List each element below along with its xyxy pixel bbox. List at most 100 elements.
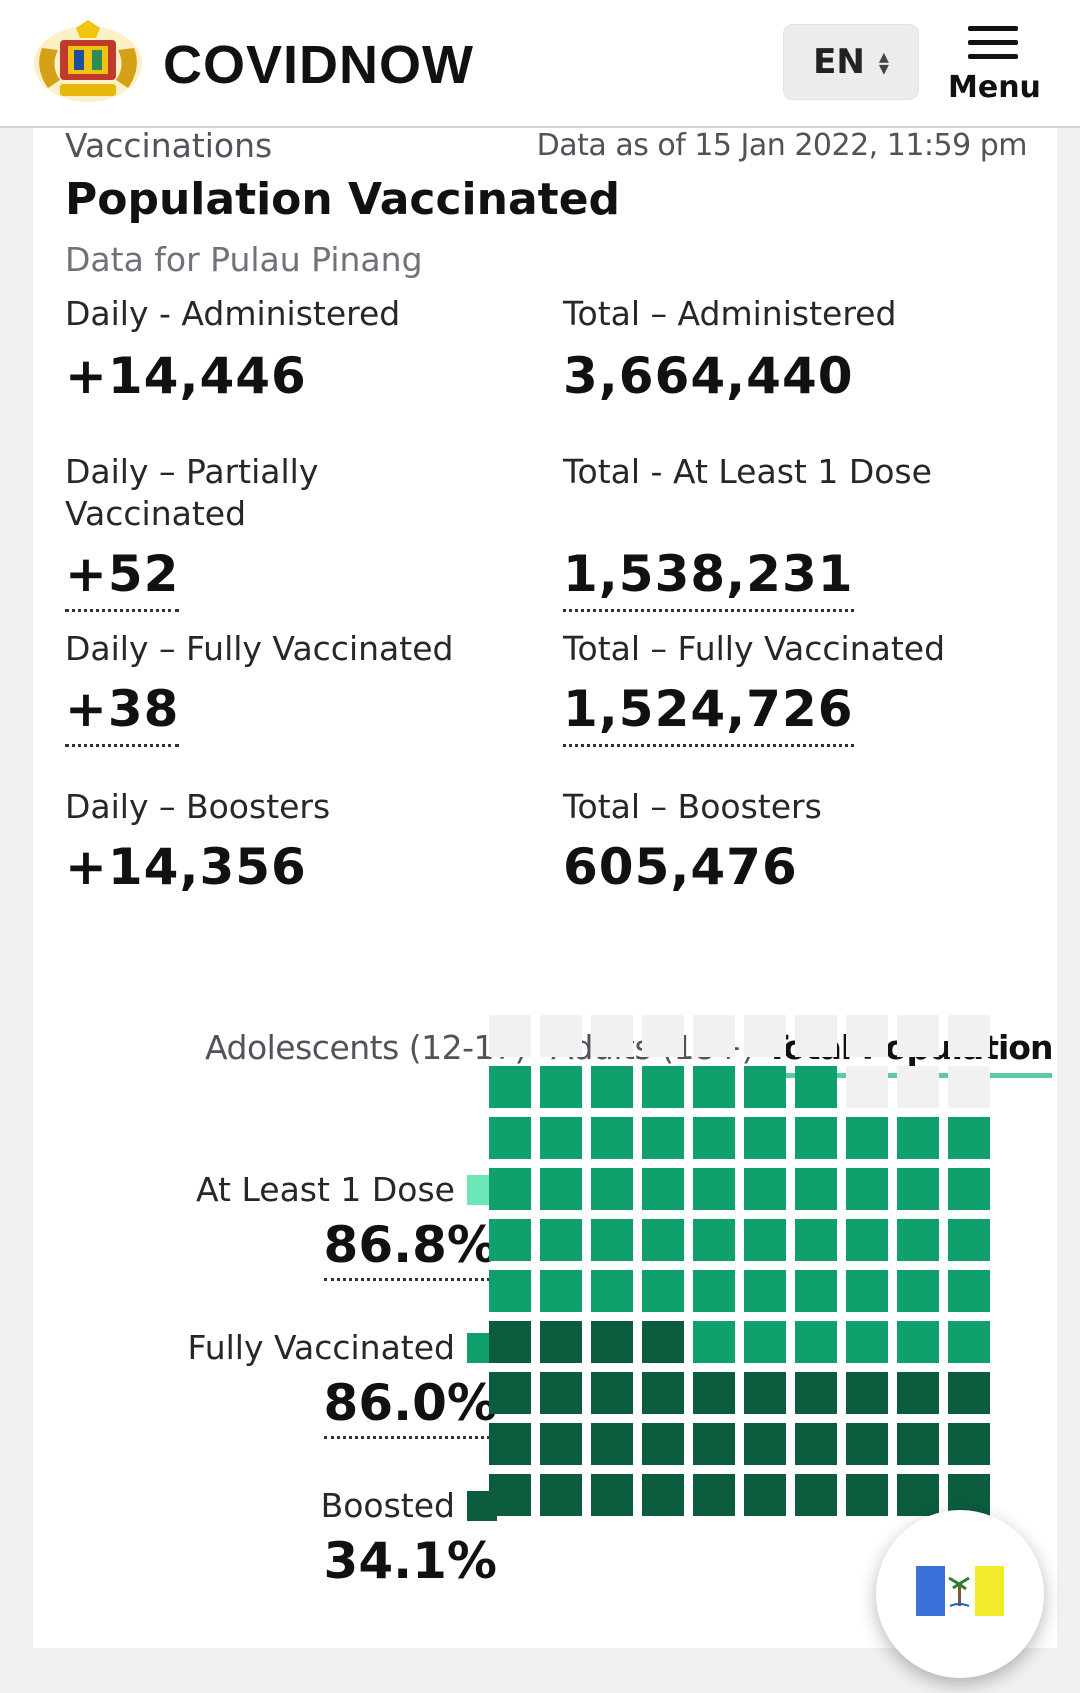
waffle-cell-boosted [489, 1321, 531, 1363]
waffle-cell-empty [948, 1015, 990, 1057]
waffle-cell-boosted [540, 1321, 582, 1363]
stat-total-fully-vaccinated: Total – Fully Vaccinated 1,524,726 [563, 628, 1003, 747]
waffle-cell-boosted [948, 1474, 990, 1516]
waffle-cell-fully-vaccinated [897, 1321, 939, 1363]
waffle-cell-boosted [489, 1474, 531, 1516]
stat-value[interactable]: +38 [65, 680, 180, 747]
legend-at-least-1-dose: At Least 1 Dose [196, 1170, 497, 1209]
waffle-chart [489, 1015, 990, 1516]
waffle-cell-boosted [642, 1423, 684, 1465]
waffle-cell-boosted [846, 1474, 888, 1516]
waffle-cell-fully-vaccinated [489, 1066, 531, 1108]
waffle-cell-fully-vaccinated [795, 1270, 837, 1312]
waffle-cell-fully-vaccinated [540, 1270, 582, 1312]
waffle-cell-boosted [795, 1474, 837, 1516]
stat-value: 3,664,440 [563, 347, 854, 405]
waffle-cell-at-least-1-dose [795, 1066, 837, 1108]
waffle-cell-fully-vaccinated [795, 1117, 837, 1159]
data-timestamp: Data as of 15 Jan 2022, 11:59 pm [536, 128, 1028, 163]
waffle-cell-fully-vaccinated [591, 1219, 633, 1261]
waffle-cell-empty [744, 1015, 786, 1057]
stat-label: Total – Administered [563, 294, 897, 333]
waffle-cell-fully-vaccinated [795, 1219, 837, 1261]
waffle-cell-fully-vaccinated [744, 1321, 786, 1363]
waffle-cell-boosted [744, 1474, 786, 1516]
stat-label: Daily - Administered [65, 294, 401, 333]
waffle-cell-boosted [897, 1474, 939, 1516]
waffle-cell-boosted [948, 1372, 990, 1414]
waffle-cell-fully-vaccinated [642, 1270, 684, 1312]
waffle-cell-fully-vaccinated [744, 1168, 786, 1210]
state-selector-button[interactable] [876, 1510, 1044, 1678]
waffle-cell-fully-vaccinated [948, 1270, 990, 1312]
waffle-cell-fully-vaccinated [948, 1117, 990, 1159]
stat-value: 605,476 [563, 838, 798, 896]
waffle-cell-fully-vaccinated [795, 1168, 837, 1210]
waffle-cell-fully-vaccinated [897, 1168, 939, 1210]
pct-fully-vaccinated[interactable]: 86.0% [323, 1374, 497, 1439]
legend-label: Fully Vaccinated [187, 1328, 455, 1367]
waffle-cell-fully-vaccinated [693, 1270, 735, 1312]
waffle-cell-boosted [948, 1423, 990, 1465]
waffle-cell-boosted [540, 1372, 582, 1414]
stat-total-at-least-1-dose: Total - At Least 1 Dose 1,538,231 [563, 451, 1003, 612]
waffle-cell-boosted [897, 1423, 939, 1465]
tab-adolescents[interactable]: Adolescents (12-17) [205, 1028, 527, 1067]
waffle-cell-boosted [540, 1423, 582, 1465]
stat-total-boosters: Total – Boosters 605,476 [563, 786, 1003, 902]
language-value: EN [813, 42, 865, 82]
waffle-cell-boosted [795, 1423, 837, 1465]
waffle-cell-fully-vaccinated [846, 1219, 888, 1261]
waffle-cell-fully-vaccinated [693, 1219, 735, 1261]
stat-label: Daily – Fully Vaccinated [65, 629, 454, 668]
waffle-cell-boosted [591, 1372, 633, 1414]
stat-value[interactable]: 1,524,726 [563, 680, 854, 747]
waffle-cell-fully-vaccinated [489, 1219, 531, 1261]
waffle-cell-fully-vaccinated [846, 1270, 888, 1312]
stat-value[interactable]: 1,538,231 [563, 545, 854, 612]
waffle-cell-boosted [897, 1372, 939, 1414]
pulau-pinang-flag-icon [916, 1566, 1004, 1616]
waffle-cell-fully-vaccinated [897, 1219, 939, 1261]
waffle-cell-fully-vaccinated [642, 1066, 684, 1108]
waffle-cell-empty [897, 1066, 939, 1108]
waffle-cell-fully-vaccinated [540, 1117, 582, 1159]
waffle-cell-boosted [846, 1372, 888, 1414]
waffle-cell-boosted [591, 1474, 633, 1516]
stat-label: Daily – Boosters [65, 787, 331, 826]
waffle-cell-empty [846, 1015, 888, 1057]
menu-button[interactable]: Menu [948, 26, 1041, 112]
malaysia-coat-of-arms-icon[interactable] [30, 18, 146, 106]
waffle-cell-fully-vaccinated [948, 1321, 990, 1363]
legend-label: Boosted [320, 1486, 455, 1525]
waffle-cell-empty [846, 1066, 888, 1108]
waffle-cell-empty [540, 1015, 582, 1057]
stat-value[interactable]: +52 [65, 545, 180, 612]
waffle-cell-fully-vaccinated [591, 1168, 633, 1210]
waffle-cell-empty [897, 1015, 939, 1057]
waffle-cell-fully-vaccinated [540, 1066, 582, 1108]
app-title[interactable]: COVIDNOW [163, 35, 474, 95]
waffle-cell-boosted [489, 1423, 531, 1465]
waffle-cell-fully-vaccinated [489, 1270, 531, 1312]
waffle-cell-empty [948, 1066, 990, 1108]
stat-daily-fully-vaccinated: Daily – Fully Vaccinated +38 [65, 628, 505, 747]
waffle-cell-fully-vaccinated [540, 1219, 582, 1261]
waffle-cell-boosted [642, 1321, 684, 1363]
pct-at-least-1-dose[interactable]: 86.8% [323, 1216, 497, 1281]
waffle-cell-empty [489, 1015, 531, 1057]
stat-daily-boosters: Daily – Boosters +14,356 [65, 786, 505, 902]
top-app-bar: COVIDNOW EN ▴ ▾ Menu [0, 0, 1080, 128]
waffle-cell-boosted [693, 1423, 735, 1465]
waffle-cell-boosted [540, 1474, 582, 1516]
waffle-cell-empty [591, 1015, 633, 1057]
hamburger-icon [968, 26, 1018, 60]
language-select[interactable]: EN ▴ ▾ [783, 24, 919, 100]
stat-daily-administered: Daily - Administered +14,446 [65, 293, 505, 411]
stat-value: +14,356 [65, 838, 307, 896]
stat-daily-partially-vaccinated: Daily – Partially Vaccinated +52 [65, 451, 485, 612]
menu-label: Menu [948, 70, 1041, 105]
waffle-cell-fully-vaccinated [897, 1270, 939, 1312]
waffle-cell-fully-vaccinated [591, 1066, 633, 1108]
legend-label: At Least 1 Dose [196, 1170, 455, 1209]
